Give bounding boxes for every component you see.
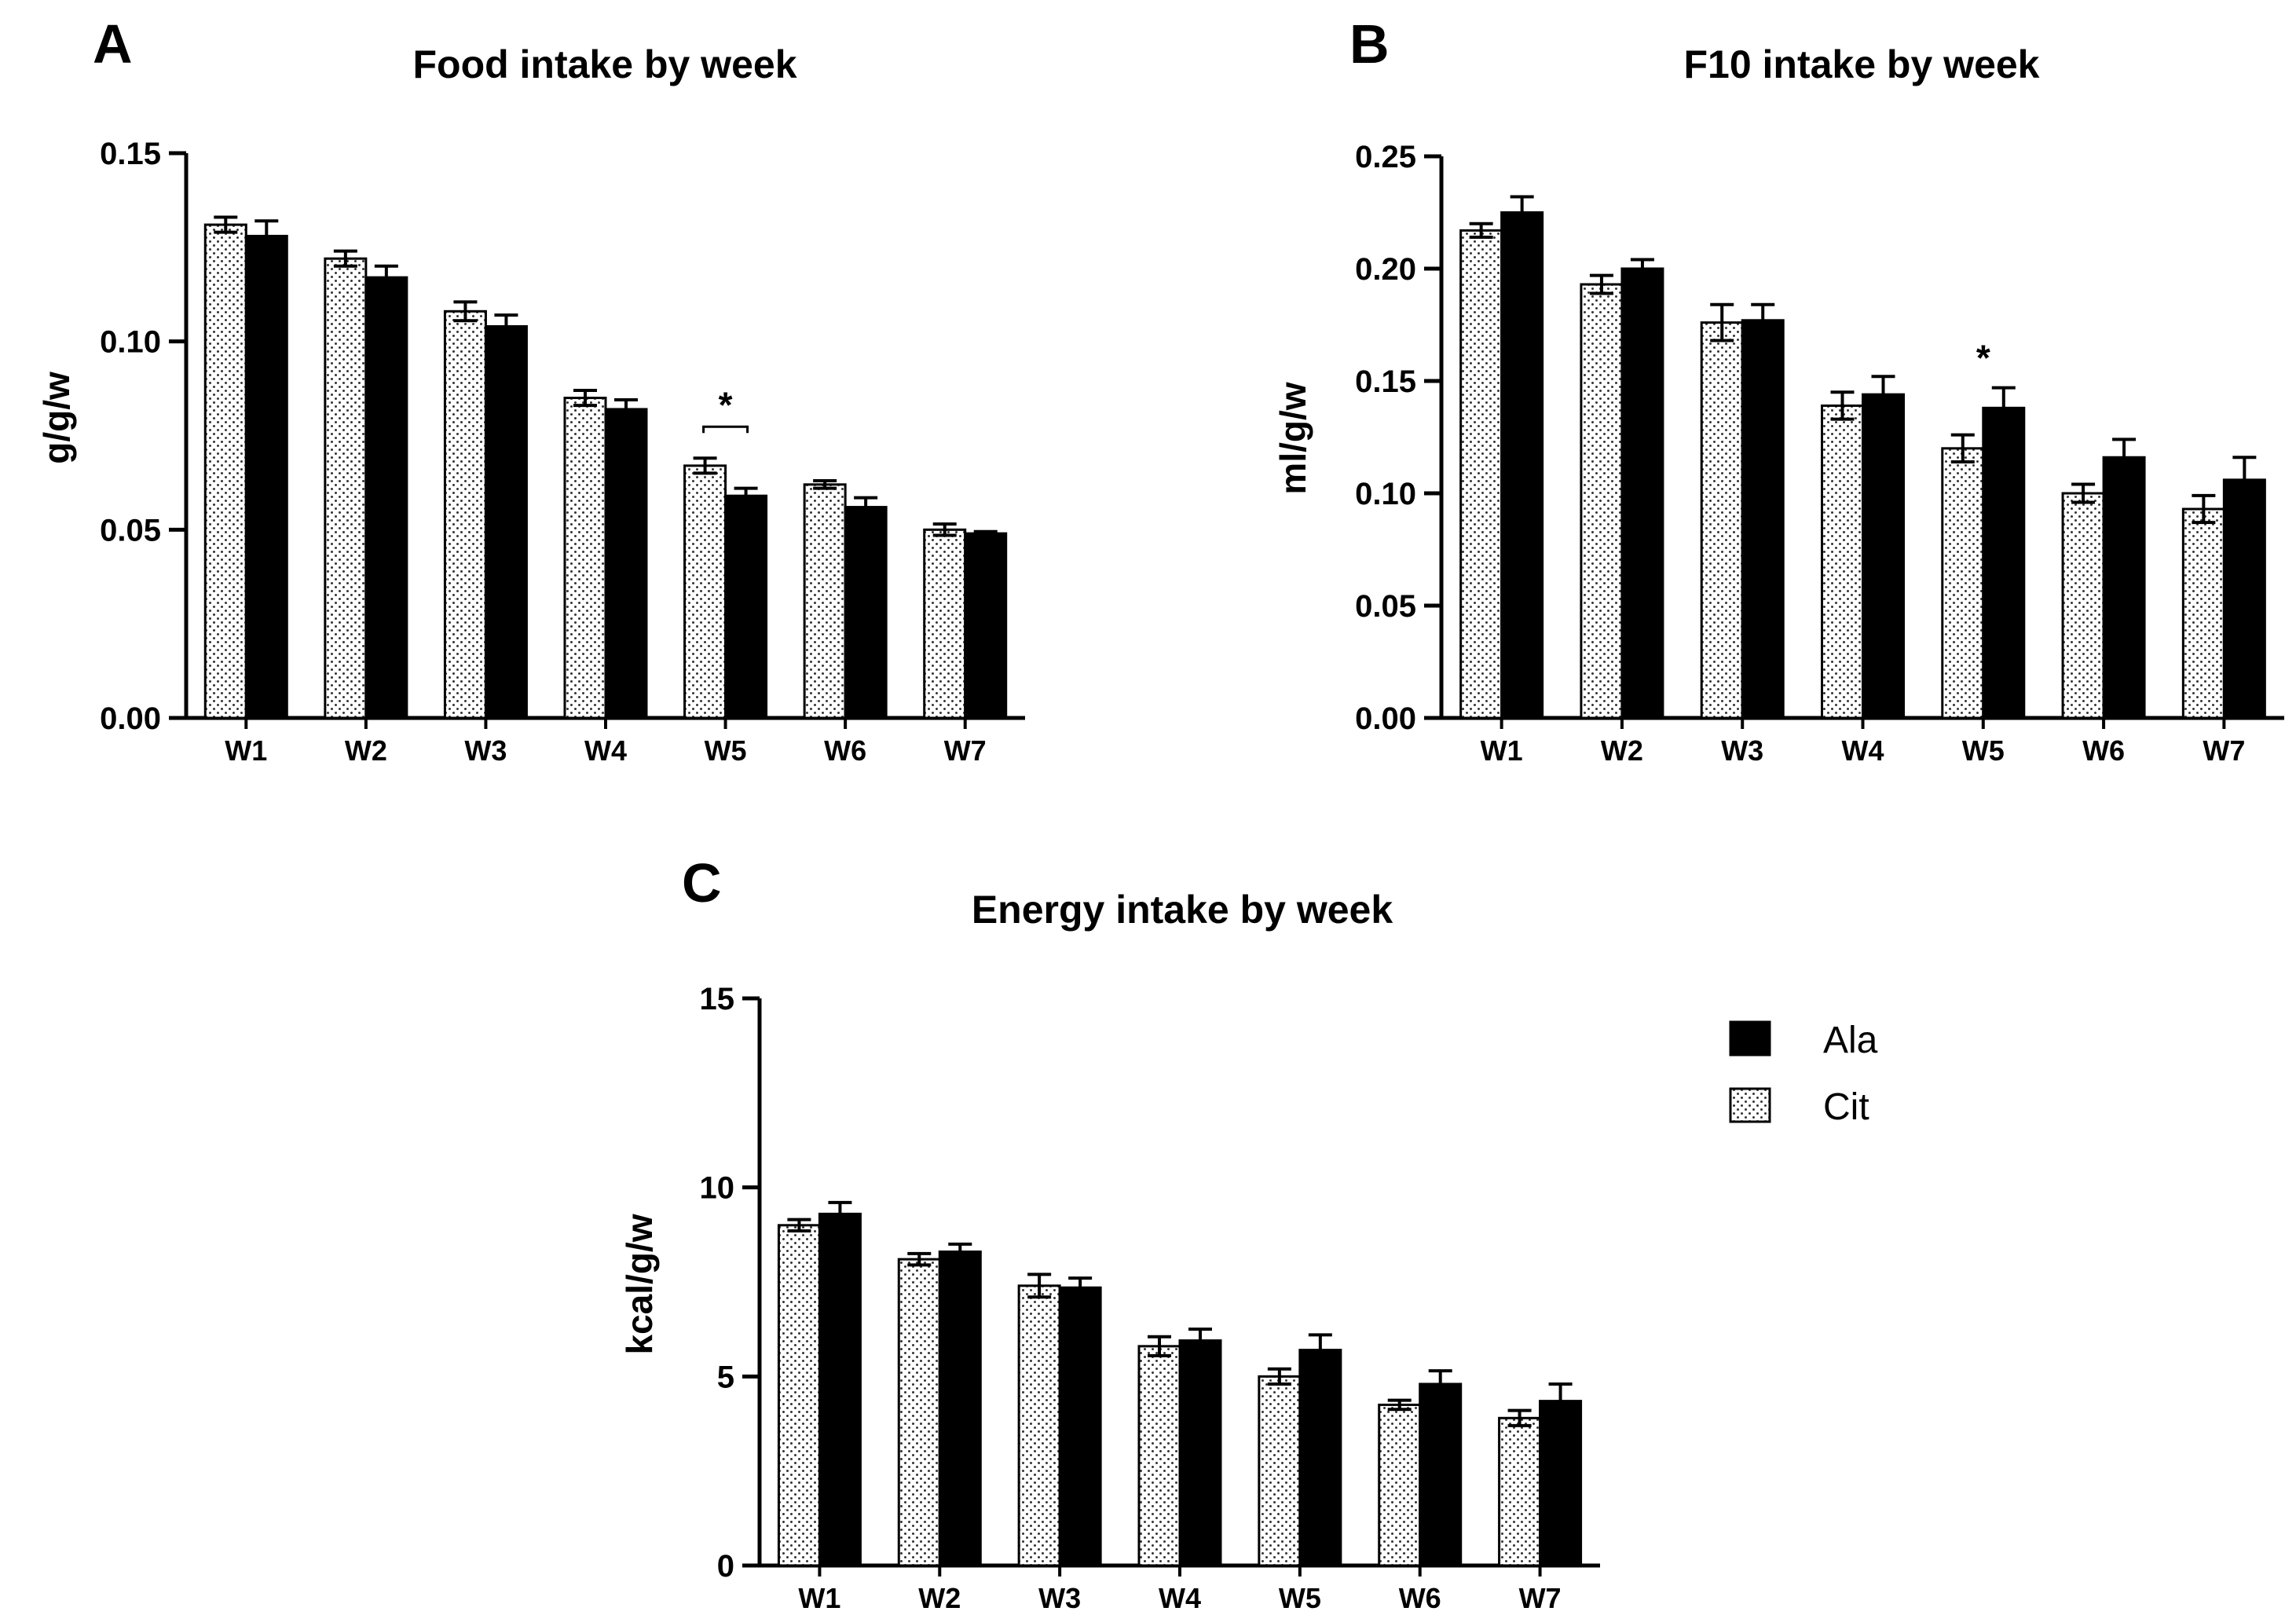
chart-a-category-label: W5 (705, 734, 747, 767)
legend-label-ala: Ala (1823, 1020, 1878, 1061)
chart-b-bar-cit (1459, 229, 1503, 720)
chart-a-significance-star: * (719, 384, 733, 425)
chart-a-significance-bracket (702, 425, 749, 434)
chart-b-bar-ala (1500, 211, 1544, 720)
chart-c-bar-ala (1058, 1286, 1102, 1567)
chart-c-ylabel: kcal/g/w (619, 1214, 660, 1354)
chart-c-bar-ala (818, 1212, 862, 1567)
chart-c-bar-cit (1378, 1403, 1422, 1567)
chart-a-plot: 0.00 0.05 0.10 0.15 W1 W2 W3 W4 W5 W6 W7 * (100, 137, 1025, 767)
chart-a-bar-ala (484, 324, 528, 720)
chart-b-bar-ala (1862, 393, 1905, 720)
chart-c-category-label: W6 (1399, 1582, 1441, 1614)
chart-b-bar-ala (2222, 478, 2266, 720)
chart-b-bar-cit (1821, 404, 1864, 720)
chart-a-bar-ala (844, 506, 888, 720)
panel-c-label: C (682, 852, 722, 914)
chart-c-category-label: W3 (1038, 1582, 1081, 1614)
legend-swatch-cit (1729, 1087, 1771, 1123)
chart-c-bar-ala (938, 1250, 982, 1567)
chart-a-bar-ala (364, 276, 408, 720)
chart-b-bar-ala (2102, 456, 2146, 720)
chart-b-ytick-label: 0.20 (1355, 252, 1416, 287)
chart-a-bar-cit (203, 223, 247, 720)
chart-b-ytick-label: 0.10 (1355, 477, 1416, 511)
chart-b-bar-ala (1620, 267, 1664, 720)
chart-c-bar-cit (1258, 1375, 1302, 1567)
chart-a-bar-cit (683, 464, 727, 720)
legend-label-cit: Cit (1823, 1086, 1869, 1128)
chart-b-title: F10 intake by week (1683, 42, 2039, 86)
chart-b-bar-cit (2061, 492, 2105, 720)
chart-a-bar-cit (923, 528, 967, 720)
chart-a-title: Food intake by week (412, 42, 796, 86)
panel-a-label: A (93, 13, 133, 75)
chart-b-bar-cit (1941, 447, 1985, 720)
chart-b-bar-cit (2181, 507, 2225, 720)
chart-b-bar-cit (1580, 283, 1624, 720)
chart-b-category-label: W2 (1601, 734, 1643, 767)
chart-c-category-label: W1 (798, 1582, 840, 1614)
chart-a-ylabel: g/g/w (36, 372, 77, 464)
chart-a-bar-ala (724, 494, 768, 720)
chart-a-bar-ala (244, 234, 288, 720)
chart-c-category-label: W5 (1279, 1582, 1321, 1614)
chart-c-bar-ala (1298, 1349, 1342, 1567)
chart-a-category-label: W3 (464, 734, 507, 767)
chart-b-category-label: W6 (2082, 734, 2125, 767)
chart-b-ylabel: ml/g/w (1273, 382, 1313, 494)
chart-a-bar-cit (563, 397, 607, 720)
legend-swatch-ala (1729, 1020, 1771, 1057)
chart-c-bar-cit (777, 1224, 821, 1567)
chart-c-bar-cit (1137, 1345, 1181, 1567)
chart-a-bar-ala (964, 532, 1008, 720)
chart-a-ytick-label: 0.15 (100, 137, 161, 171)
chart-a-bar-cit (803, 483, 847, 720)
chart-a-ytick-label: 0.10 (100, 325, 161, 360)
chart-a-ytick-label: 0.00 (100, 701, 161, 736)
chart-c-category-label: W4 (1159, 1582, 1201, 1614)
chart-b-category-label: W1 (1481, 734, 1523, 767)
chart-b-ytick-label: 0.05 (1355, 589, 1416, 624)
chart-c-category-label: W2 (918, 1582, 961, 1614)
chart-a-bar-cit (443, 309, 487, 720)
chart-c-ytick-label: 15 (700, 982, 735, 1016)
chart-b-ytick-label: 0.25 (1355, 140, 1416, 174)
chart-b-bar-ala (1741, 319, 1785, 720)
chart-a-category-label: W2 (345, 734, 387, 767)
chart-b-category-label: W7 (2203, 734, 2245, 767)
panel-b-label: B (1349, 13, 1390, 75)
chart-b-ytick-label: 0.00 (1355, 701, 1416, 736)
chart-c-ytick-label: 5 (717, 1360, 734, 1394)
chart-c-bar-cit (1017, 1284, 1061, 1567)
chart-c-bar-ala (1419, 1382, 1463, 1567)
chart-c-plot: 0 5 10 15 W1 W2 W3 W4 W5 W6 W7 (700, 982, 1600, 1614)
chart-a-category-label: W6 (824, 734, 866, 767)
chart-b-ytick-label: 0.15 (1355, 364, 1416, 399)
chart-c-bar-ala (1178, 1339, 1222, 1567)
chart-b-category-label: W4 (1842, 734, 1884, 767)
legend: Ala Cit (1729, 1020, 1878, 1128)
chart-c-bar-cit (1498, 1416, 1542, 1567)
chart-b-category-label: W3 (1721, 734, 1763, 767)
chart-c-ytick-label: 10 (700, 1171, 735, 1206)
chart-a-category-label: W4 (584, 734, 627, 767)
chart-a-category-label: W1 (225, 734, 267, 767)
chart-a-bar-ala (604, 408, 648, 720)
chart-c-bar-cit (897, 1258, 941, 1567)
chart-b-category-label: W5 (1962, 734, 2005, 767)
chart-c-bar-ala (1539, 1400, 1583, 1567)
chart-a-ytick-label: 0.05 (100, 513, 161, 547)
chart-c-title: Energy intake by week (972, 888, 1393, 932)
chart-b-significance-star: * (1976, 338, 1990, 379)
chart-b-bar-ala (1982, 406, 2026, 720)
chart-c-ytick-label: 0 (717, 1549, 734, 1584)
chart-b-plot: 0.00 0.05 0.10 0.15 0.20 0.25 W1 W2 W3 W4 W5 W6 W7 * (1355, 140, 2284, 767)
chart-a-bar-cit (324, 257, 368, 720)
chart-b-bar-cit (1700, 321, 1744, 720)
chart-c-category-label: W7 (1519, 1582, 1562, 1614)
chart-a-category-label: W7 (944, 734, 987, 767)
